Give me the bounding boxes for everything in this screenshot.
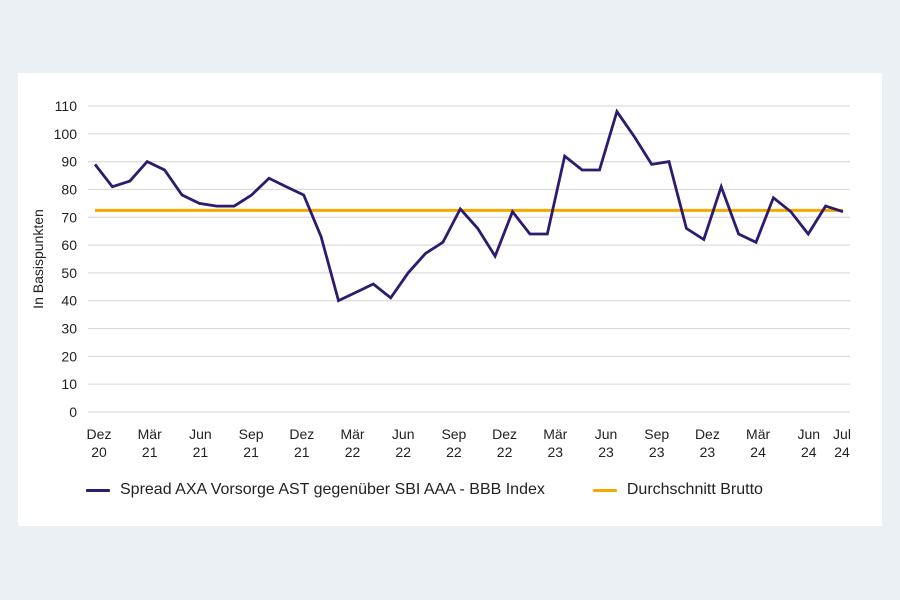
x-tick-label: Jun <box>595 426 618 442</box>
x-tick-label: 23 <box>548 444 564 460</box>
x-tick-label: Dez <box>695 426 720 442</box>
x-tick-label: 22 <box>497 444 513 460</box>
y-axis-tick-labels: 0 10 20 30 40 50 60 70 80 90 100 110 <box>54 98 78 420</box>
x-tick-label: 21 <box>294 444 310 460</box>
y-tick-label: 110 <box>55 98 78 114</box>
x-tick-label: Mär <box>340 426 364 442</box>
x-tick-label: Mär <box>138 426 162 442</box>
x-tick-label: 22 <box>345 444 361 460</box>
x-tick-label: 21 <box>193 444 209 460</box>
x-tick-label: Jun <box>189 426 212 442</box>
chart-card <box>18 73 882 526</box>
y-tick-label: 60 <box>61 237 77 253</box>
y-axis-title: In Basispunkten <box>30 209 46 309</box>
legend-item-spread: Spread AXA Vorsorge AST gegenüber SBI AA… <box>86 481 545 499</box>
x-tick-label: Sep <box>441 426 466 442</box>
spread-line <box>93 108 844 303</box>
legend-label-spread: Spread AXA Vorsorge AST gegenüber SBI AA… <box>120 481 545 498</box>
legend-swatch-spread <box>86 488 110 492</box>
legend: Spread AXA Vorsorge AST gegenüber SBI AA… <box>86 481 811 499</box>
x-tick-label: Jun <box>798 426 821 442</box>
x-tick-label: 21 <box>243 444 259 460</box>
legend-label-average: Durchschnitt Brutto <box>626 481 763 498</box>
y-tick-label: 70 <box>61 209 77 225</box>
x-tick-label: 24 <box>801 444 817 460</box>
x-tick-label: 24 <box>750 444 766 460</box>
y-tick-label: 50 <box>61 265 77 281</box>
y-tick-label: 100 <box>54 126 78 142</box>
x-tick-label: Jun <box>392 426 415 442</box>
y-tick-label: 40 <box>61 293 77 309</box>
y-tick-label: 10 <box>61 376 77 392</box>
x-tick-label: Dez <box>492 426 517 442</box>
x-tick-label: Sep <box>239 426 264 442</box>
x-tick-label: Mär <box>746 426 770 442</box>
gridlines <box>88 105 850 413</box>
x-tick-label: 23 <box>649 444 665 460</box>
legend-item-average: Durchschnitt Brutto <box>592 481 763 499</box>
x-tick-label: Dez <box>87 426 112 442</box>
y-tick-label: 90 <box>61 154 77 170</box>
x-tick-label: Jul <box>833 426 851 442</box>
x-axis-tick-labels: Dez 20 Mär 21 Jun 21 Sep 21 Dez 21 Mär 22 Jun 22 Sep 22… <box>87 426 851 460</box>
x-tick-label: 23 <box>700 444 716 460</box>
x-tick-label: Mär <box>543 426 567 442</box>
x-tick-label: Dez <box>289 426 314 442</box>
y-tick-label: 80 <box>61 181 77 197</box>
x-tick-label: 20 <box>91 444 107 460</box>
spread-line-series <box>93 108 844 303</box>
x-tick-label: 21 <box>142 444 158 460</box>
y-tick-label: 20 <box>61 348 77 364</box>
x-tick-label: 23 <box>598 444 614 460</box>
x-tick-label: Sep <box>644 426 669 442</box>
x-tick-label: 24 <box>834 444 850 460</box>
legend-swatch-average <box>592 488 617 492</box>
y-tick-label: 30 <box>61 321 77 337</box>
y-tick-label: 0 <box>69 404 77 420</box>
x-tick-label: 22 <box>395 444 411 460</box>
x-tick-label: 22 <box>446 444 462 460</box>
